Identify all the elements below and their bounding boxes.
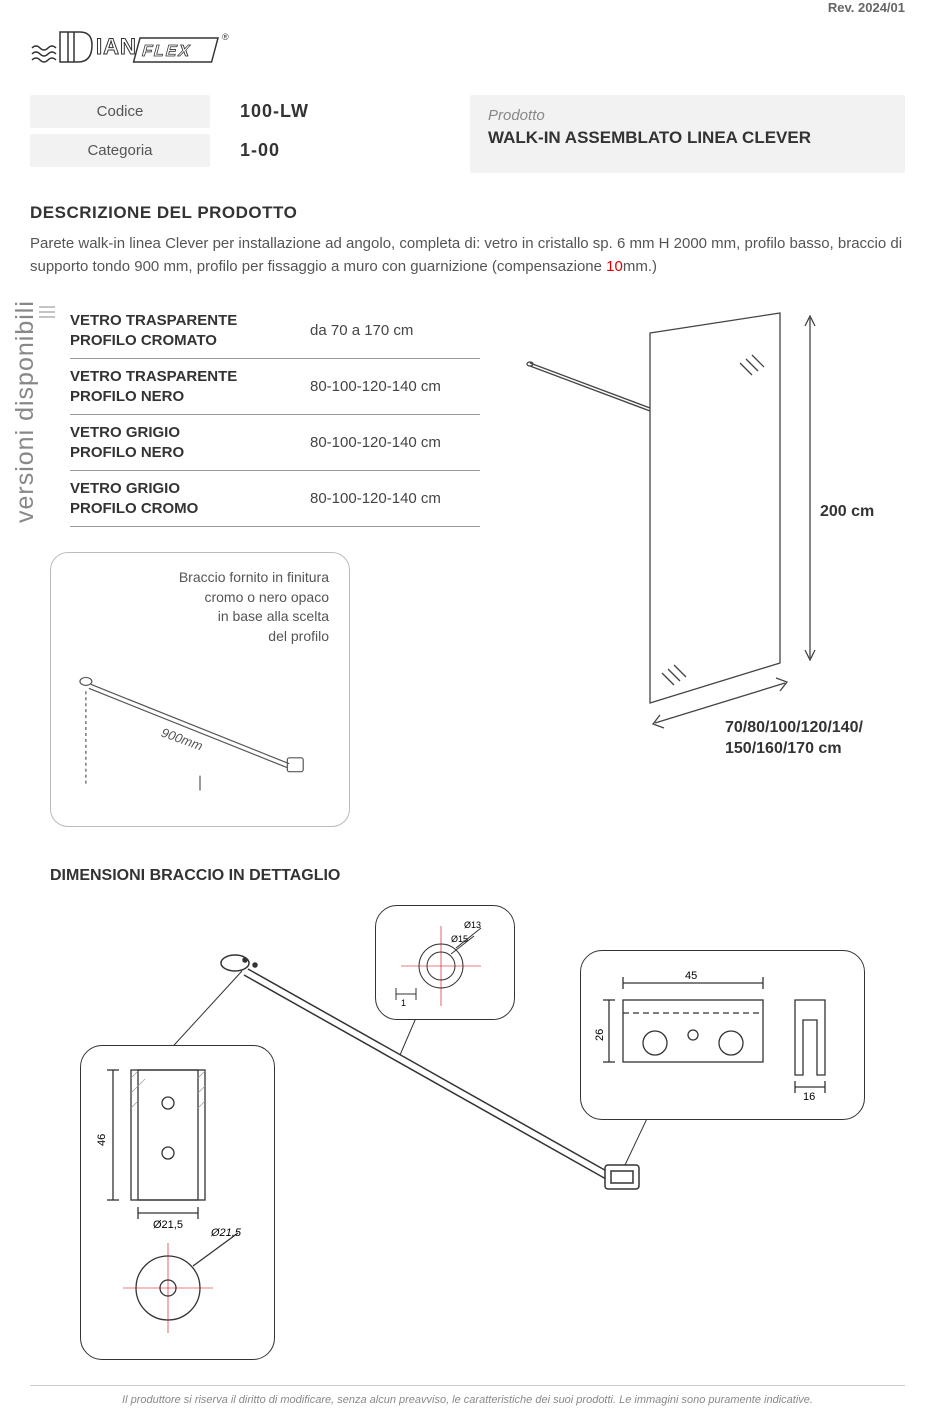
versions-side-label: versioni disponibili	[11, 300, 40, 523]
categoria-value: 1-00	[210, 140, 280, 161]
categoria-label: Categoria	[30, 134, 210, 167]
logo: IAN FLEX ®	[30, 20, 905, 75]
svg-text:16: 16	[803, 1091, 815, 1103]
description-text: Parete walk-in linea Clever per installa…	[30, 233, 905, 278]
width-label: 70/80/100/120/140/150/160/170 cm	[725, 718, 863, 760]
arm-note-box: Braccio fornito in finitura cromo o nero…	[50, 552, 350, 827]
height-label: 200 cm	[820, 503, 874, 521]
svg-text:Ø15: Ø15	[451, 934, 468, 944]
version-row: VETRO GRIGIOPROFILO NERO 80-100-120-140 …	[70, 415, 480, 471]
svg-text:1: 1	[401, 998, 406, 1008]
description-title: DESCRIZIONE DEL PRODOTTO	[30, 203, 905, 223]
versions-table: VETRO TRASPARENTEPROFILO CROMATO da 70 a…	[70, 303, 480, 527]
codice-value: 100-LW	[210, 101, 309, 122]
prodotto-value: WALK-IN ASSEMBLATO LINEA CLEVER	[488, 128, 887, 148]
svg-text:IAN: IAN	[96, 34, 137, 59]
version-row: VETRO TRASPARENTEPROFILO CROMATO da 70 a…	[70, 303, 480, 359]
version-row: VETRO GRIGIOPROFILO CROMO 80-100-120-140…	[70, 471, 480, 527]
detail-title: DIMENSIONI BRACCIO IN DETTAGLIO	[50, 867, 905, 885]
footer-text: Il produttore si riserva il diritto di m…	[30, 1385, 905, 1406]
detail-diagram: Ø13 Ø15 1 45 26 16	[30, 895, 905, 1375]
svg-text:46: 46	[96, 1134, 108, 1146]
revision-text: Rev. 2024/01	[828, 0, 905, 15]
svg-text:Ø21,5: Ø21,5	[153, 1219, 183, 1231]
header-block: Codice 100-LW Categoria 1-00 Prodotto WA…	[30, 95, 905, 173]
svg-text:FLEX: FLEX	[140, 42, 194, 60]
svg-text:900mm: 900mm	[159, 725, 205, 754]
svg-text:45: 45	[685, 970, 697, 982]
glass-diagram: 200 cm 70/80/100/120/140/150/160/170 cm	[520, 303, 905, 743]
arm-diagram-icon: 900mm	[71, 656, 329, 806]
svg-text:Ø13: Ø13	[464, 920, 481, 930]
prodotto-label: Prodotto	[488, 107, 887, 124]
svg-text:Ø21,5: Ø21,5	[210, 1227, 242, 1239]
svg-text:®: ®	[222, 32, 229, 42]
version-row: VETRO TRASPARENTEPROFILO NERO 80-100-120…	[70, 359, 480, 415]
codice-label: Codice	[30, 95, 210, 128]
svg-text:26: 26	[595, 1029, 606, 1041]
